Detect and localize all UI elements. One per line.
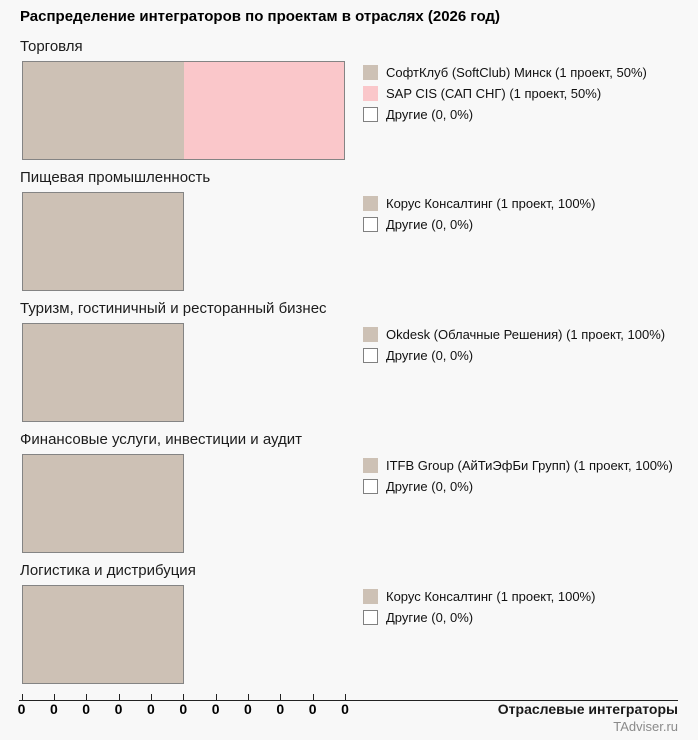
axis-tick: [150, 694, 152, 700]
industry-title: Пищевая промышленность: [20, 169, 211, 186]
legend-item-label: Корус Консалтинг (1 проект, 100%): [386, 196, 596, 211]
legend-item-label: Другие (0, 0%): [386, 479, 474, 494]
industry-section: Финансовые услуги, инвестиции и аудит IT…: [20, 431, 690, 562]
legend-item: Другие (0, 0%): [363, 607, 595, 628]
industry-section: Туризм, гостиничный и ресторанный бизнес…: [20, 300, 690, 431]
industry-section: Логистика и дистрибуция Корус Консалтинг…: [20, 562, 690, 693]
axis-tick-label: 0: [244, 701, 252, 717]
stacked-bar: [22, 323, 184, 422]
legend-swatch-icon: [363, 327, 378, 342]
industry-section: Торговля СофтКлуб (SoftClub) Минск (1 пр…: [20, 38, 690, 169]
x-axis-label: Отраслевые интеграторы: [497, 701, 678, 717]
legend-swatch-icon: [363, 107, 378, 122]
legend-item-label: Другие (0, 0%): [386, 217, 474, 232]
legend-item: Другие (0, 0%): [363, 345, 665, 366]
bar-segment: [23, 193, 183, 290]
axis-tick-label: 0: [49, 701, 58, 717]
legend-item-label: Корус Консалтинг (1 проект, 100%): [386, 589, 596, 604]
axis-tick-label: 0: [308, 701, 317, 717]
axis-tick: [247, 694, 249, 700]
axis-tick: [280, 694, 282, 700]
legend-swatch-icon: [363, 86, 378, 101]
legend-item-label: ITFB Group (АйТиЭфБи Групп) (1 проект, 1…: [386, 458, 673, 473]
watermark-text: TAdviser.ru: [613, 719, 678, 734]
stacked-bar: [22, 192, 184, 291]
axis-tick: [118, 694, 120, 700]
legend: ITFB Group (АйТиЭфБи Групп) (1 проект, 1…: [363, 455, 673, 497]
legend-item-label: Другие (0, 0%): [386, 610, 474, 625]
legend-swatch-icon: [363, 65, 378, 80]
legend-item: SAP CIS (САП СНГ) (1 проект, 50%): [363, 83, 647, 104]
legend-swatch-icon: [363, 217, 378, 232]
industry-title: Финансовые услуги, инвестиции и аудит: [20, 431, 303, 448]
axis-tick-label: 0: [17, 701, 26, 717]
axis-tick: [183, 694, 185, 700]
bar-segment: [23, 324, 183, 421]
bar-segment: [23, 455, 183, 552]
legend-item: Okdesk (Облачные Решения) (1 проект, 100…: [363, 324, 665, 345]
axis-tick-label: 0: [179, 701, 188, 717]
legend-swatch-icon: [363, 589, 378, 604]
industry-section: Пищевая промышленность Корус Консалтинг …: [20, 169, 690, 300]
axis-tick: [53, 694, 55, 700]
legend-item-label: Другие (0, 0%): [386, 348, 474, 363]
legend-item-label: Okdesk (Облачные Решения) (1 проект, 100…: [386, 327, 666, 342]
axis-tick-label: 0: [341, 701, 349, 717]
legend: Okdesk (Облачные Решения) (1 проект, 100…: [363, 324, 665, 366]
stacked-bar: [22, 454, 184, 553]
legend: Корус Консалтинг (1 проект, 100%) Другие…: [363, 586, 595, 628]
industry-title: Туризм, гостиничный и ресторанный бизнес: [20, 300, 327, 317]
legend-item: Другие (0, 0%): [363, 214, 595, 235]
legend-swatch-icon: [363, 348, 378, 363]
legend: СофтКлуб (SoftClub) Минск (1 проект, 50%…: [363, 62, 647, 125]
axis-tick-label: 0: [114, 701, 123, 717]
legend-item-label: SAP CIS (САП СНГ) (1 проект, 50%): [386, 86, 602, 101]
axis-tick-label: 0: [276, 701, 285, 717]
legend-item: СофтКлуб (SoftClub) Минск (1 проект, 50%…: [363, 62, 647, 83]
bar-segment: [183, 62, 344, 159]
stacked-bar: [22, 585, 184, 684]
legend-item: Другие (0, 0%): [363, 476, 673, 497]
legend-item: Корус Консалтинг (1 проект, 100%): [363, 586, 595, 607]
axis-tick: [86, 694, 88, 700]
legend-item: ITFB Group (АйТиЭфБи Групп) (1 проект, 1…: [363, 455, 673, 476]
axis-tick: [215, 694, 217, 700]
industry-title: Логистика и дистрибуция: [20, 562, 196, 579]
legend-item: Корус Консалтинг (1 проект, 100%): [363, 193, 595, 214]
industry-title: Торговля: [20, 38, 83, 55]
legend-swatch-icon: [363, 196, 378, 211]
legend-swatch-icon: [363, 458, 378, 473]
legend-swatch-icon: [363, 610, 378, 625]
axis-tick: [312, 694, 314, 700]
legend-item-label: СофтКлуб (SoftClub) Минск (1 проект, 50%…: [386, 65, 647, 80]
legend: Корус Консалтинг (1 проект, 100%) Другие…: [363, 193, 595, 235]
axis-tick: [21, 694, 23, 700]
axis-tick-label: 0: [146, 701, 155, 717]
stacked-bar: [22, 61, 345, 160]
axis-tick-label: 0: [211, 701, 220, 717]
bar-segment: [23, 586, 183, 683]
bar-segment: [23, 62, 184, 159]
legend-item: Другие (0, 0%): [363, 104, 647, 125]
legend-swatch-icon: [363, 479, 378, 494]
axis-tick: [345, 694, 346, 700]
x-axis-line: [19, 700, 678, 701]
chart-title: Распределение интеграторов по проектам в…: [20, 8, 500, 25]
axis-tick-label: 0: [82, 701, 91, 717]
legend-item-label: Другие (0, 0%): [386, 107, 474, 122]
